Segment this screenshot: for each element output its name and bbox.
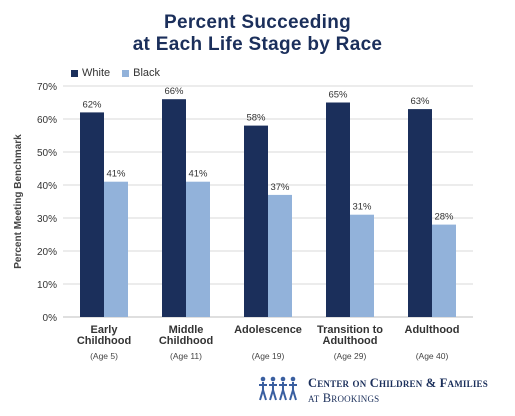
x-category-label: Adulthood [323,335,378,347]
legend-swatch-black [122,69,130,77]
x-category-label: Adulthood [405,324,460,336]
data-label-black: 41% [188,169,208,180]
y-tick-label: 60% [37,115,57,126]
legend-item-black: Black [122,67,160,79]
bar-white [80,112,104,318]
legend-item-white: White [71,67,110,79]
footer-line1: Center on Children & Families [308,376,488,390]
x-category-age: (Age 5) [90,351,118,361]
data-label-white: 58% [246,113,266,124]
y-tick-label: 40% [37,181,57,192]
y-axis-label: Percent Meeting Benchmark [13,134,24,269]
x-category-age: (Age 19) [252,351,285,361]
data-label-white: 65% [328,90,348,101]
chart-title-line2: at Each Life Stage by Race [132,34,383,55]
y-tick-label: 10% [37,280,57,291]
chart-title: Percent Succeeding at Each Life Stage by… [0,12,515,56]
y-tick-label: 70% [37,82,57,93]
y-tick-label: 50% [37,148,57,159]
bar-black [186,181,210,317]
data-label-black: 37% [270,182,290,193]
data-label-white: 62% [82,99,102,110]
chart-legend: White Black [71,67,172,79]
bar-white [326,102,350,317]
bar-black [268,194,292,317]
y-tick-label: 0% [43,313,58,324]
legend-swatch-white [71,69,78,77]
footer-line2: at Brookings [308,391,380,405]
y-tick-label: 30% [37,214,57,225]
x-category-label: Transition to [317,324,383,336]
data-label-black: 31% [352,202,372,213]
x-category-label: Early [91,324,119,336]
legend-label-white: White [82,67,111,79]
x-category-label: Adolescence [234,324,302,336]
data-label-white: 66% [164,86,184,97]
data-label-black: 41% [106,169,126,180]
y-tick-label: 20% [37,247,57,258]
bar-black [350,214,374,317]
x-category-age: (Age 40) [416,351,449,361]
bar-black [104,181,128,317]
bar-white [244,125,268,317]
x-category-age: (Age 29) [334,351,367,361]
x-category-label: Middle [169,324,204,336]
bar-white [408,109,432,317]
bar-white [162,99,186,317]
x-category-label: Childhood [159,335,213,347]
legend-label-black: Black [133,67,161,79]
x-category-label: Childhood [77,335,131,347]
people-figures-icon [259,376,297,401]
x-category-age: (Age 11) [170,351,202,361]
data-label-black: 28% [434,212,454,223]
data-label-white: 63% [410,96,430,107]
bar-black [432,224,456,317]
chart-title-line1: Percent Succeeding [163,12,352,33]
